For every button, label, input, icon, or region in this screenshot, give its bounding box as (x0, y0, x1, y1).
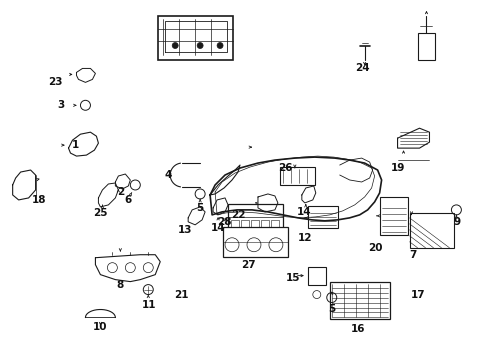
Text: 16: 16 (350, 324, 364, 334)
Text: 4: 4 (164, 170, 172, 180)
Text: 2: 2 (117, 187, 124, 197)
Text: 23: 23 (48, 77, 62, 87)
Bar (329, 282, 389, 319)
Text: 27: 27 (240, 260, 255, 270)
Bar (417, 32, 435, 60)
Text: 15: 15 (285, 273, 300, 283)
Text: 18: 18 (31, 195, 46, 205)
Text: 21: 21 (174, 289, 188, 300)
Bar (227, 204, 283, 232)
Text: 25: 25 (93, 208, 107, 218)
Bar (279, 167, 314, 185)
Text: 6: 6 (124, 195, 132, 205)
Bar (379, 197, 407, 235)
Text: 14: 14 (210, 223, 225, 233)
Text: 7: 7 (408, 250, 415, 260)
Text: 8: 8 (117, 280, 124, 289)
Bar (223, 227, 287, 257)
Bar (250, 220, 259, 228)
Circle shape (217, 42, 223, 49)
Text: 22: 22 (230, 210, 245, 220)
Text: 5: 5 (196, 203, 203, 213)
Text: 9: 9 (453, 217, 460, 227)
Text: 3: 3 (57, 100, 64, 110)
Text: 17: 17 (410, 289, 425, 300)
Text: 28: 28 (216, 217, 231, 227)
Text: 20: 20 (367, 243, 382, 253)
Bar (408, 213, 453, 248)
Text: 24: 24 (355, 63, 369, 73)
Bar (307, 267, 325, 285)
Bar (158, 15, 233, 60)
Circle shape (197, 42, 203, 49)
Text: 19: 19 (389, 163, 404, 173)
Circle shape (172, 42, 178, 49)
Text: 10: 10 (93, 323, 107, 332)
Bar (270, 220, 278, 228)
Text: 1: 1 (72, 140, 79, 150)
Bar (261, 220, 268, 228)
Text: 11: 11 (142, 300, 156, 310)
Text: 13: 13 (178, 225, 192, 235)
Bar (230, 220, 239, 228)
Text: 5: 5 (327, 305, 335, 315)
Text: 14: 14 (296, 207, 310, 217)
Text: 12: 12 (297, 233, 311, 243)
Text: 26: 26 (277, 163, 291, 173)
Bar (307, 206, 337, 228)
Bar (241, 220, 248, 228)
